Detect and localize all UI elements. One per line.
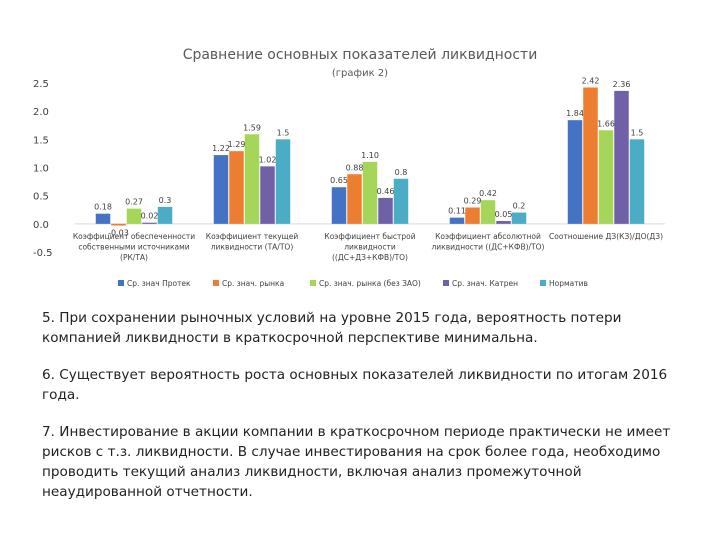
bar bbox=[567, 120, 583, 224]
bar bbox=[583, 87, 598, 224]
category-label: Коэффициент обеспеченности bbox=[73, 232, 195, 241]
bar bbox=[213, 155, 229, 224]
chart-title: Сравнение основных показателей ликвиднос… bbox=[182, 47, 538, 63]
data-label: 1.02 bbox=[259, 155, 277, 164]
data-label: 0.3 bbox=[159, 196, 172, 205]
data-label: 0.2 bbox=[513, 202, 526, 211]
legend-label: Ср. знач. рынка bbox=[222, 279, 284, 288]
data-label: 0.05 bbox=[495, 210, 513, 219]
y-tick-label: 2.0 bbox=[33, 107, 49, 118]
legend-swatch bbox=[540, 280, 546, 286]
data-label: 0.18 bbox=[94, 203, 112, 212]
bar bbox=[362, 161, 378, 224]
bar bbox=[614, 90, 629, 224]
y-tick-label: 0.5 bbox=[33, 192, 49, 203]
bar bbox=[378, 197, 393, 224]
data-label: 0.88 bbox=[346, 163, 364, 172]
data-label: 0.29 bbox=[464, 196, 482, 205]
category-label: Соотношение ДЗ(КЗ)/ДО(ДЗ) bbox=[549, 232, 663, 241]
bar bbox=[229, 151, 244, 224]
data-label: -0.03 bbox=[108, 229, 129, 238]
data-label: 1.59 bbox=[243, 123, 261, 132]
y-tick-label: 1.0 bbox=[33, 164, 49, 175]
legend-label: Норматив bbox=[549, 279, 588, 288]
bar bbox=[347, 174, 362, 224]
data-label: 0.02 bbox=[141, 212, 159, 221]
data-label: 0.65 bbox=[330, 176, 348, 185]
category-label: собственными источниками bbox=[78, 242, 189, 251]
y-tick-label: 1.5 bbox=[33, 135, 49, 146]
legend-swatch bbox=[310, 280, 316, 286]
data-label: 1.84 bbox=[566, 109, 584, 118]
bar bbox=[331, 187, 347, 224]
data-label: 0.8 bbox=[395, 168, 408, 177]
bar bbox=[629, 139, 645, 224]
bar bbox=[275, 139, 291, 224]
y-tick-label: -0.5 bbox=[33, 248, 53, 259]
bar bbox=[95, 213, 111, 224]
category-label: Коэффициент абсолютной bbox=[435, 232, 541, 241]
data-label: 0.46 bbox=[377, 187, 395, 196]
data-label: 1.22 bbox=[212, 144, 230, 153]
category-label: Коэффициент текущей bbox=[206, 232, 299, 241]
bar bbox=[157, 206, 173, 224]
data-label: 1.66 bbox=[597, 119, 615, 128]
category-label: ликвидности bbox=[344, 242, 396, 251]
data-label: 0.27 bbox=[125, 198, 143, 207]
bar bbox=[111, 223, 126, 226]
bar bbox=[449, 217, 465, 224]
bar bbox=[244, 134, 260, 224]
category-label: ((ДС+ДЗ+КФВ)/ТО) bbox=[332, 253, 408, 262]
legend-swatch bbox=[118, 280, 124, 286]
legend-swatch bbox=[213, 280, 219, 286]
bar bbox=[260, 166, 275, 224]
data-label: 1.29 bbox=[228, 140, 246, 149]
category-label: Коэффициент быстрой bbox=[324, 232, 415, 241]
legend-label: Ср. знач Протек bbox=[127, 279, 191, 288]
bar bbox=[393, 178, 409, 224]
data-label: 1.5 bbox=[631, 128, 644, 137]
legend-label: Ср. знач. Катрен bbox=[452, 279, 518, 288]
bar bbox=[496, 221, 511, 224]
legend-label: Ср. знач. рынка (без ЗАО) bbox=[319, 279, 421, 288]
bar bbox=[511, 212, 527, 224]
data-label: 1.10 bbox=[361, 151, 379, 160]
data-label: 2.36 bbox=[613, 80, 631, 89]
legend-swatch bbox=[443, 280, 449, 286]
chart-subtitle: (график 2) bbox=[331, 68, 389, 79]
y-tick-label: 2.5 bbox=[33, 79, 49, 90]
data-label: 1.5 bbox=[277, 128, 290, 137]
data-label: 2.42 bbox=[582, 77, 600, 86]
category-label: (РК/ТА) bbox=[120, 253, 148, 262]
bar bbox=[598, 130, 614, 224]
bar bbox=[465, 207, 480, 224]
conclusion-6: 6. Существует вероятность роста основных… bbox=[42, 367, 668, 403]
category-label: ликвидности (ТА/ТО) bbox=[211, 242, 294, 251]
data-label: 0.11 bbox=[448, 207, 466, 216]
bar bbox=[142, 222, 157, 224]
bar-chart: -0.50.00.51.01.52.02.50.18-0.030.270.020… bbox=[33, 77, 665, 288]
conclusions: 5. При сохранении рыночных условий на ур… bbox=[42, 308, 682, 519]
conclusion-7: 7. Инвестирование в акции компании в кра… bbox=[42, 424, 671, 500]
conclusion-5: 5. При сохранении рыночных условий на ур… bbox=[42, 310, 622, 346]
bar bbox=[126, 208, 142, 224]
data-label: 0.42 bbox=[479, 189, 497, 198]
y-tick-label: 0.0 bbox=[33, 220, 49, 231]
bar bbox=[480, 200, 496, 224]
category-label: ликвидности ((ДС+КФВ)/ТО) bbox=[432, 242, 545, 251]
